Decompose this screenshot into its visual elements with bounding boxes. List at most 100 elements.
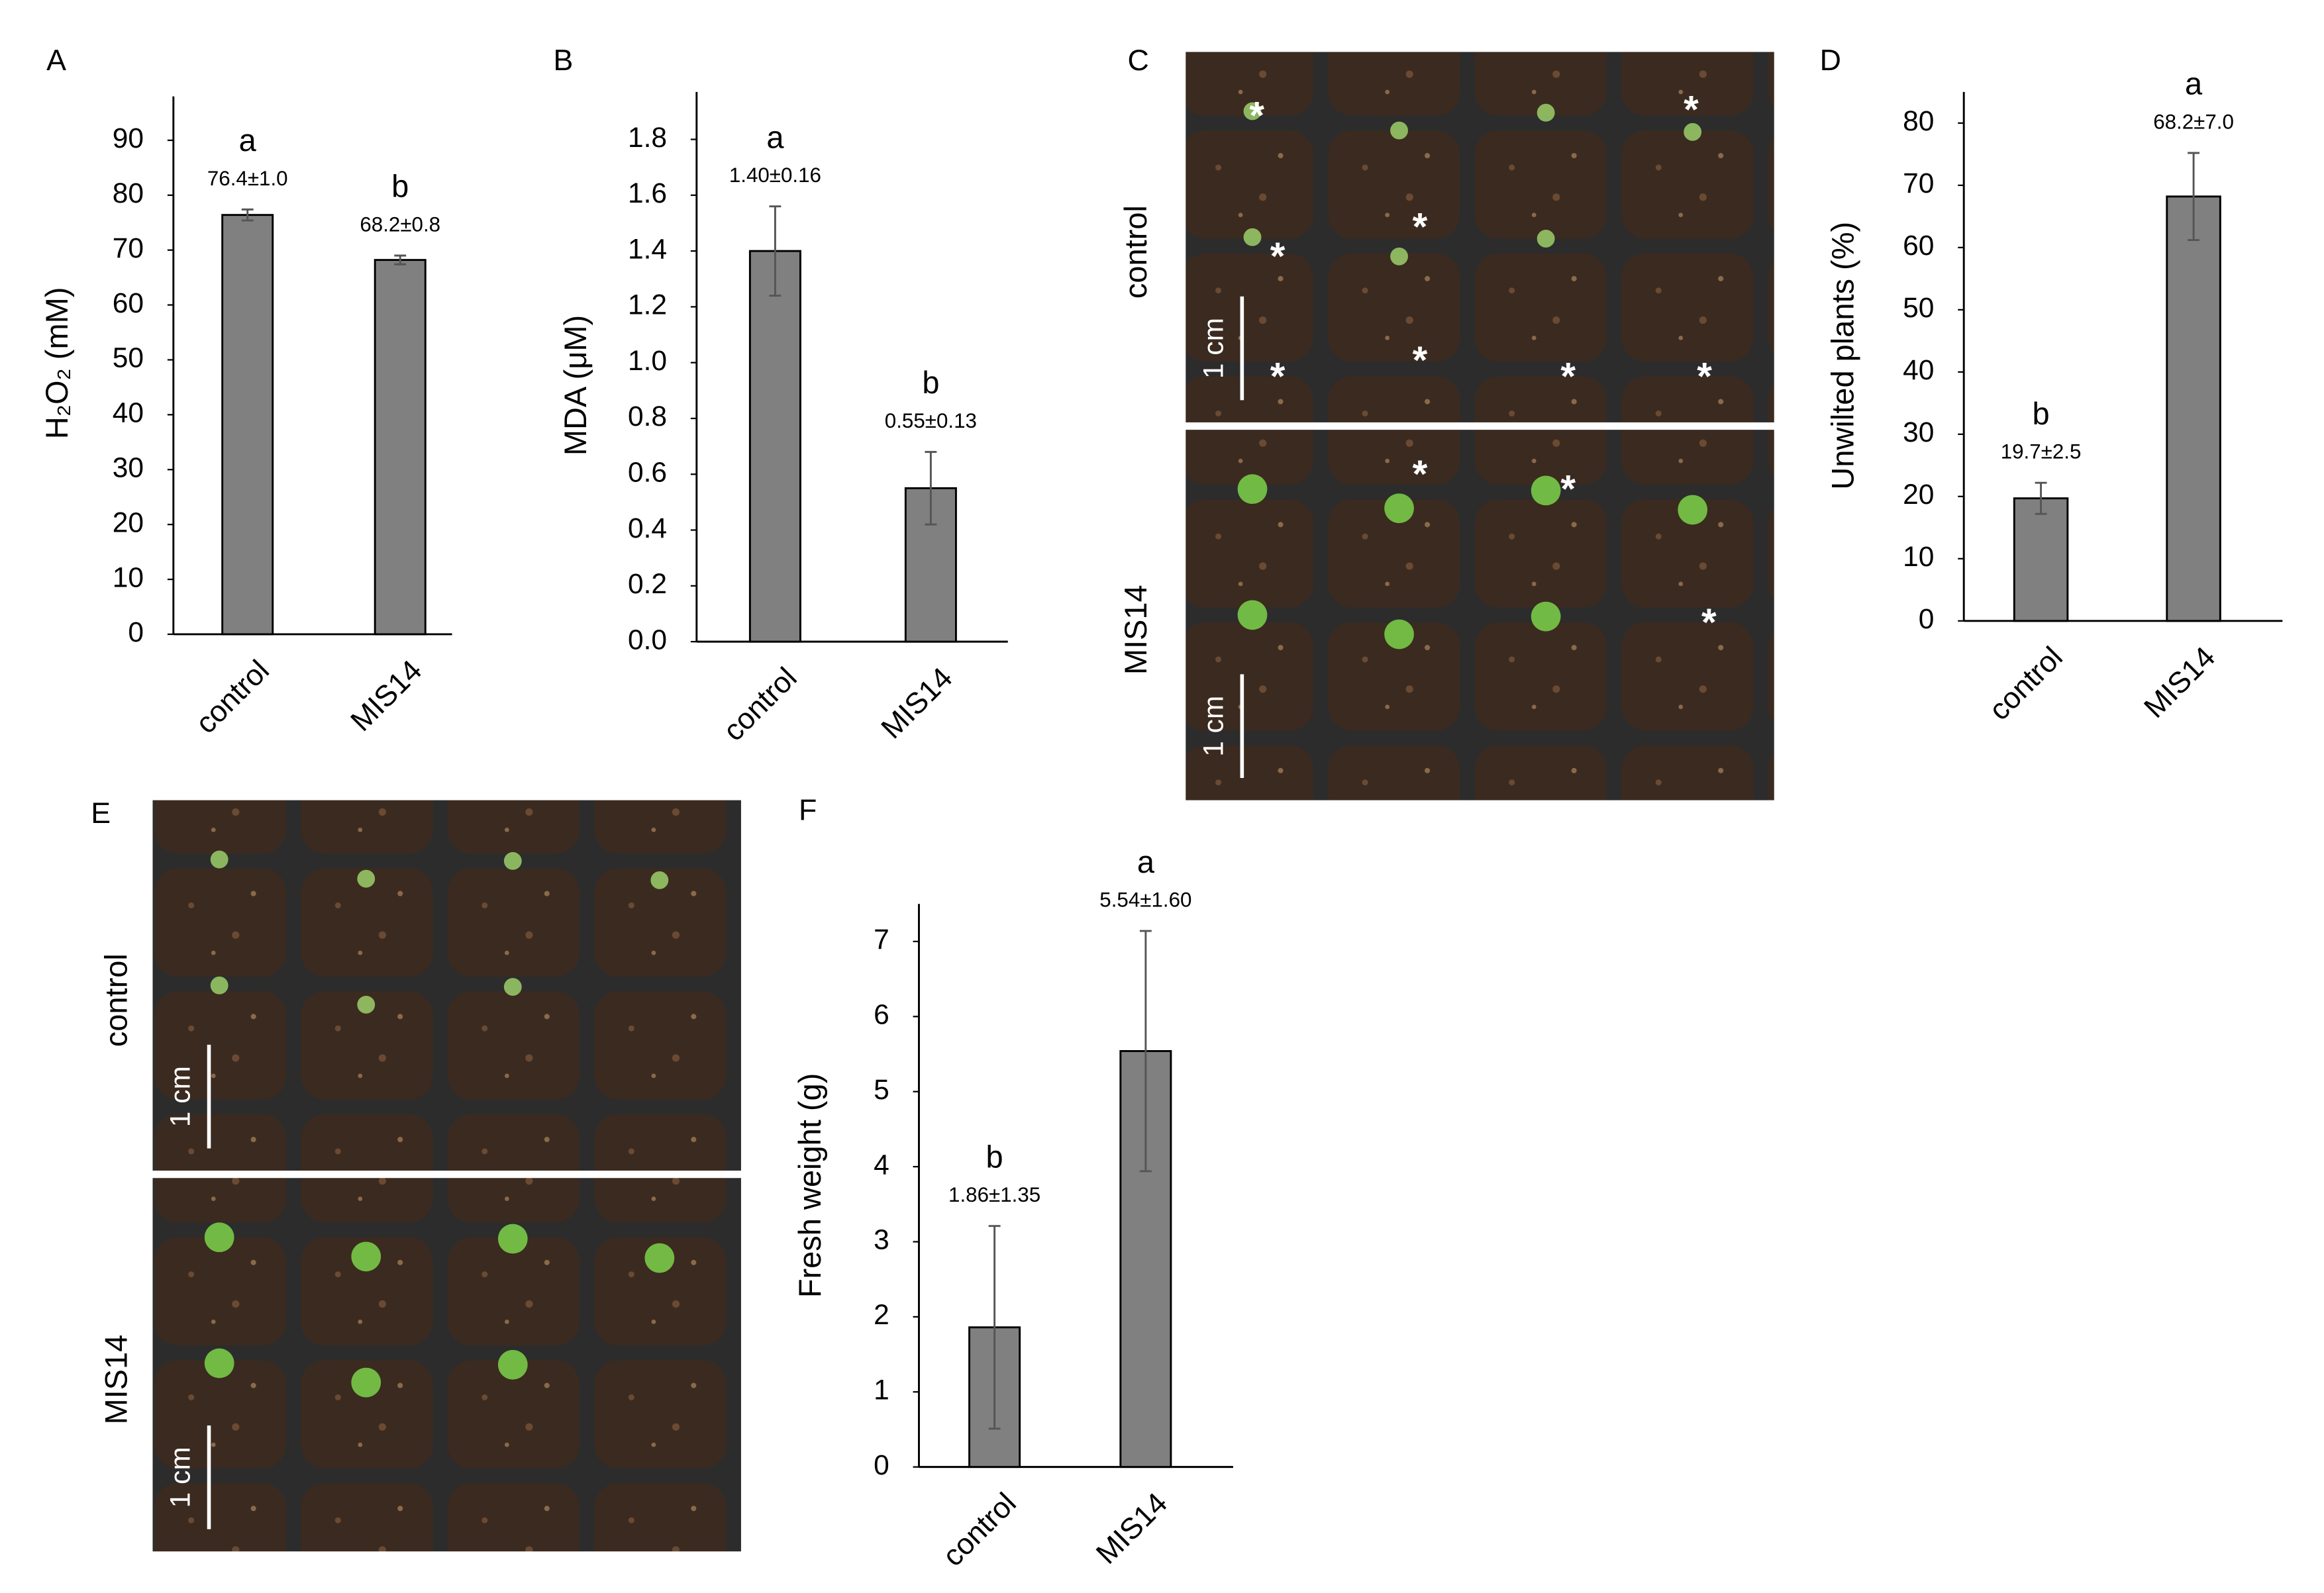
y-tick-label: 90 [113, 123, 144, 154]
y-tick-label: 1 [874, 1375, 889, 1406]
seedling [1390, 247, 1408, 266]
wilted-marker: * [1270, 355, 1286, 398]
seedling [357, 995, 376, 1014]
y-tick-label: 60 [1903, 230, 1934, 262]
x-tick-label: MIS14 [344, 653, 429, 738]
x-tick-label: control [189, 653, 276, 740]
seedling [1684, 122, 1702, 141]
wilted-marker: * [1249, 95, 1264, 138]
row-label: MIS14 [98, 1335, 133, 1425]
value-label: 5.54±1.60 [1099, 889, 1191, 912]
y-tick-label: 0.6 [628, 458, 667, 489]
x-tick-label: control [936, 1486, 1023, 1572]
bar [748, 250, 801, 643]
x-tick-label: MIS14 [2138, 640, 2222, 724]
y-tick-label: 80 [113, 178, 144, 209]
seedling [1243, 228, 1262, 246]
y-tick-label: 0 [874, 1450, 889, 1481]
significance-letter: b [986, 1139, 1003, 1174]
error-bar [769, 205, 782, 297]
y-tick-label: 40 [113, 398, 144, 429]
seedling [1678, 495, 1708, 525]
y-tick-label: 0.2 [628, 569, 667, 600]
seedling [210, 976, 228, 994]
significance-letter: a [2185, 66, 2203, 101]
y-tick-label: 1.0 [628, 346, 667, 377]
y-tick-label: 70 [113, 233, 144, 264]
wilted-marker: * [1560, 355, 1576, 398]
y-tick-label: 80 [1903, 106, 1934, 137]
y-tick-label: 10 [1903, 542, 1934, 573]
wilted-marker: * [1413, 205, 1428, 248]
seedling [1537, 230, 1555, 248]
y-tick-label: 0 [1919, 604, 1935, 635]
wilted-marker: * [1697, 355, 1712, 398]
seedling [1243, 102, 1262, 121]
wilted-marker: * [1701, 601, 1717, 644]
error-bar [2188, 152, 2200, 242]
photo [152, 1178, 741, 1552]
seedling [1537, 103, 1555, 122]
y-tick-label: 2 [874, 1300, 889, 1331]
bar [2166, 195, 2221, 622]
significance-letter: b [391, 169, 409, 204]
bar [2013, 497, 2069, 622]
value-label: 1.86±1.35 [948, 1183, 1040, 1206]
seedling [1384, 619, 1414, 650]
panel-letter: A [46, 44, 66, 77]
seedling [204, 1222, 234, 1253]
y-tick-label: 5 [874, 1075, 889, 1106]
seedling [650, 871, 669, 889]
seedling [204, 1348, 234, 1378]
seedling [1237, 474, 1268, 505]
significance-letter: b [2032, 396, 2049, 431]
x-tick-label: MIS14 [875, 661, 959, 745]
seedling [503, 851, 522, 870]
photo [1186, 52, 1774, 422]
error-bar [925, 451, 937, 526]
wilted-marker: * [1413, 453, 1428, 496]
value-label: 0.55±0.13 [885, 409, 977, 432]
panel-letter: E [91, 796, 111, 830]
significance-letter: a [766, 119, 784, 154]
y-tick-label: 20 [113, 507, 144, 538]
error-bar [241, 208, 254, 222]
seedling [357, 869, 376, 888]
seedling [497, 1349, 528, 1380]
seedling [1384, 493, 1414, 524]
y-tick-label: 3 [874, 1225, 889, 1256]
error-bar [2035, 481, 2047, 515]
photo [152, 800, 741, 1171]
wilted-marker: * [1413, 339, 1428, 382]
significance-letter: a [239, 122, 257, 158]
y-tick-label: 0.8 [628, 401, 667, 432]
y-axis-title: H₂O₂ (mM) [39, 287, 74, 440]
y-tick-label: 10 [113, 562, 144, 593]
bar [221, 214, 274, 636]
y-tick-label: 50 [1903, 293, 1934, 324]
y-tick-label: 20 [1903, 479, 1934, 510]
row-label: control [1118, 205, 1153, 299]
x-tick-label: MIS14 [1089, 1486, 1174, 1570]
y-tick-label: 0.4 [628, 513, 667, 544]
seedling [210, 850, 228, 869]
seedling [503, 978, 522, 996]
x-tick-label: control [717, 661, 803, 747]
y-tick-label: 6 [874, 1000, 889, 1031]
y-tick-label: 1.4 [628, 234, 667, 265]
y-axis-title: Fresh weight (g) [792, 1073, 827, 1298]
x-tick-label: control [1983, 640, 2069, 726]
y-tick-label: 0 [128, 617, 144, 648]
value-label: 76.4±1.0 [207, 167, 288, 190]
wilted-marker: * [1684, 89, 1699, 132]
error-bar [1139, 930, 1152, 1173]
y-axis-title: Unwilted plants (%) [1825, 222, 1860, 490]
scale-bar-label: 1 cm [1198, 318, 1229, 379]
photo [1186, 430, 1774, 800]
y-tick-label: 1.8 [628, 122, 667, 154]
seedling [644, 1243, 675, 1273]
y-tick-label: 1.6 [628, 178, 667, 209]
bar [374, 259, 427, 636]
value-label: 1.40±0.16 [729, 164, 821, 187]
